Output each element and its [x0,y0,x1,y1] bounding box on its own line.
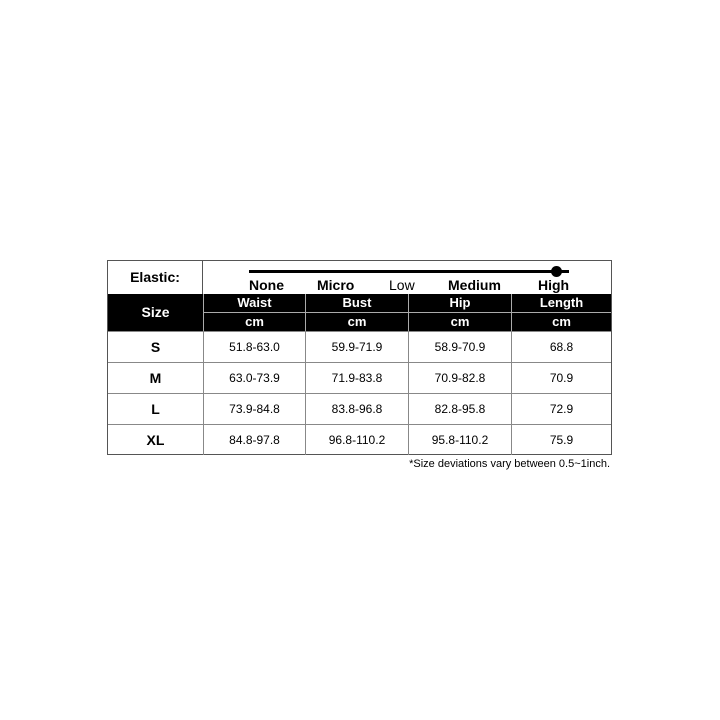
table-row: XL 84.8-97.8 96.8-110.2 95.8-110.2 75.9 [108,424,611,455]
size-cell: L [151,401,160,417]
header-bust: Bust [305,294,408,312]
header-length: Length [511,294,611,312]
measurement-cell: 75.9 [511,425,611,455]
size-cell: S [150,339,161,355]
measurement-cell: 83.8-96.8 [305,394,408,424]
table-row: L 73.9-84.8 83.8-96.8 82.8-95.8 72.9 [108,393,611,424]
measurement-cell: 72.9 [511,394,611,424]
elastic-level-medium: Medium [448,277,501,293]
measurement-cell: 95.8-110.2 [408,425,511,455]
measurement-cell: 58.9-70.9 [408,332,511,362]
elastic-scale-track [249,270,569,273]
measurement-cell: 82.8-95.8 [408,394,511,424]
unit-waist: cm [203,313,305,331]
size-cell: M [149,370,162,386]
header-hip: Hip [408,294,511,312]
header-waist: Waist [203,294,305,312]
measurement-cell: 68.8 [511,332,611,362]
size-header: Size [141,304,170,320]
measurement-cell: 59.9-71.9 [305,332,408,362]
measurement-cell: 73.9-84.8 [203,394,305,424]
measurement-cell: 96.8-110.2 [305,425,408,455]
elastic-level-high: High [538,277,570,293]
table-header: Size Waist Bust Hip Length cm cm cm cm [108,294,611,331]
size-chart-table: Elastic: None Micro Low Medium High Size… [107,260,612,455]
unit-hip: cm [408,313,511,331]
measurement-cell: 71.9-83.8 [305,363,408,393]
measurement-cell: 51.8-63.0 [203,332,305,362]
size-cell: XL [146,432,165,448]
unit-length: cm [511,313,611,331]
measurement-cell: 70.9 [511,363,611,393]
measurement-cell: 70.9-82.8 [408,363,511,393]
table-row: M 63.0-73.9 71.9-83.8 70.9-82.8 70.9 [108,362,611,393]
elastic-level-none: None [249,277,284,293]
size-deviation-note: *Size deviations vary between 0.5~1inch. [409,458,610,470]
elastic-indicator-dot [551,266,562,277]
measurement-cell: 84.8-97.8 [203,425,305,455]
unit-bust: cm [305,313,408,331]
measurement-cell: 63.0-73.9 [203,363,305,393]
elastic-label: Elastic: [108,261,203,294]
elastic-level-low: Low [389,277,415,293]
elastic-level-micro: Micro [317,277,355,293]
header-divider [203,312,611,313]
table-row: S 51.8-63.0 59.9-71.9 58.9-70.9 68.8 [108,331,611,362]
elastic-row: Elastic: None Micro Low Medium High [108,261,611,295]
